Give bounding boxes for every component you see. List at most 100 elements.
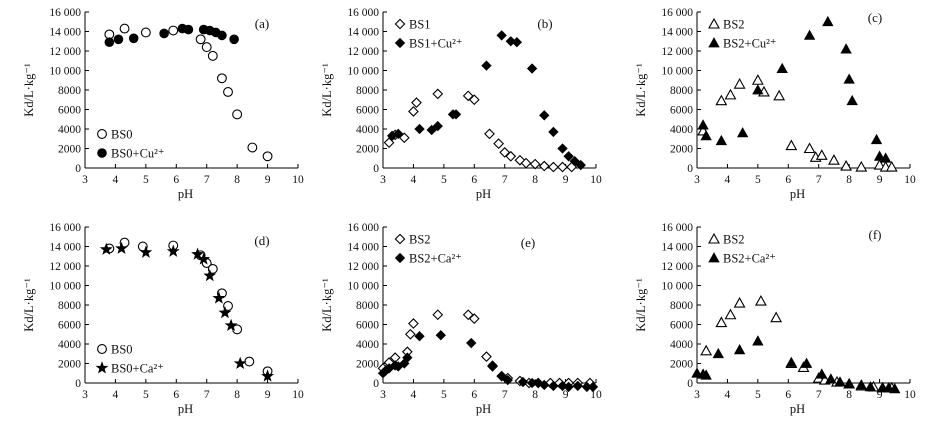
data-point [426, 124, 437, 136]
x-tick-label: 5 [755, 174, 761, 186]
data-point [803, 142, 816, 154]
legend: BS2 BS2+Ca²⁺ [394, 233, 462, 266]
data-point [499, 147, 511, 158]
data-point [481, 60, 492, 71]
data-point [700, 130, 712, 141]
y-tick-label: 6000 [356, 320, 379, 332]
data-point [815, 149, 828, 160]
data-point [873, 150, 886, 161]
data-point [825, 373, 837, 384]
data-point [484, 128, 495, 140]
x-tick-label: 4 [411, 174, 417, 186]
data-point [511, 37, 523, 48]
x-tick-label: 10 [904, 174, 916, 186]
data-point [505, 36, 516, 47]
data-point [773, 89, 786, 101]
data-point [885, 160, 898, 172]
y-tick-label: 12 000 [661, 46, 693, 58]
data-point [733, 344, 746, 355]
data-point [139, 245, 153, 258]
data-point [229, 34, 239, 45]
data-point [539, 110, 550, 121]
data-point [776, 62, 788, 73]
data-point [223, 301, 233, 311]
legend-label: BS0+Cu²⁺ [111, 147, 165, 161]
data-point [496, 30, 507, 41]
data-point [487, 360, 498, 371]
y-tick-label: 4000 [670, 124, 693, 136]
data-point [119, 23, 130, 34]
data-point [873, 158, 886, 170]
data-point [432, 309, 444, 321]
data-point [432, 88, 444, 100]
data-point [435, 330, 446, 341]
legend-label: BS1 [409, 18, 431, 32]
data-point [539, 379, 550, 391]
data-point [383, 137, 395, 149]
x-tick-label: 7 [204, 389, 210, 401]
data-point [405, 328, 416, 340]
x-axis-label: pH [178, 402, 193, 416]
legend-marker [394, 37, 406, 49]
y-tick-label: 8000 [670, 85, 693, 97]
panel-label: (d) [254, 233, 269, 248]
data-point [752, 84, 764, 95]
x-tick-label: 6 [471, 174, 477, 186]
legend-label: BS2 [409, 233, 431, 247]
data-point [785, 139, 798, 151]
data-point [840, 159, 853, 171]
data-point [408, 106, 419, 117]
data-point [715, 316, 728, 328]
y-tick-label: 16 000 [347, 7, 379, 19]
x-tick-label: 5 [755, 389, 761, 401]
data-point [736, 127, 749, 138]
x-tick-label: 8 [234, 389, 240, 401]
x-tick-label: 9 [563, 389, 569, 401]
data-point [557, 143, 568, 154]
y-tick-label: 4000 [58, 124, 81, 136]
legend-marker [708, 17, 720, 29]
y-tick-label: 0 [687, 163, 693, 175]
legend-marker [97, 344, 107, 354]
data-point [262, 151, 273, 162]
x-tick-label: 6 [173, 174, 179, 186]
data-point [700, 369, 712, 380]
data-point [99, 242, 113, 255]
data-point [889, 383, 901, 394]
data-point [517, 376, 529, 388]
y-tick-label: 4000 [670, 339, 693, 351]
x-tick-label: 5 [143, 174, 149, 186]
chart-panel-d: 3 4 5 6 7 8 9 10 0 2000 4000 6000 8000 10 000 12 000 14… [22, 222, 304, 416]
data-point [843, 73, 855, 84]
x-tick-label: 5 [441, 389, 447, 401]
data-point [803, 29, 816, 40]
chart-panel-e: 3 4 5 6 7 8 9 10 0 2000 4000 6000 8000 10 000 12 000 14… [320, 222, 602, 416]
data-point [855, 379, 867, 390]
y-tick-label: 12 000 [49, 261, 81, 273]
data-point [879, 152, 892, 163]
x-tick-label: 4 [725, 389, 731, 401]
data-point [870, 133, 883, 145]
data-point [822, 15, 834, 27]
data-point [197, 252, 211, 265]
y-tick-label: 2000 [356, 144, 379, 156]
legend-label: BS0 [111, 128, 133, 142]
data-point [840, 43, 852, 54]
legend-marker [97, 148, 107, 158]
data-point [752, 335, 764, 346]
x-tick-label: 9 [877, 174, 883, 186]
series-1 [99, 241, 275, 382]
y-tick-label: 6000 [58, 320, 81, 332]
x-tick-label: 3 [82, 389, 88, 401]
x-axis-label: pH [178, 187, 193, 201]
data-point [113, 34, 124, 45]
y-tick-label: 12 000 [49, 46, 81, 58]
panel-label: (e) [521, 235, 535, 250]
series-1 [104, 23, 239, 48]
x-tick-label: 10 [292, 389, 304, 401]
legend-marker [708, 37, 720, 48]
data-point [827, 154, 840, 165]
x-axis-label: pH [476, 187, 491, 201]
y-axis-label: Kd/L·kg⁻¹ [320, 278, 334, 332]
